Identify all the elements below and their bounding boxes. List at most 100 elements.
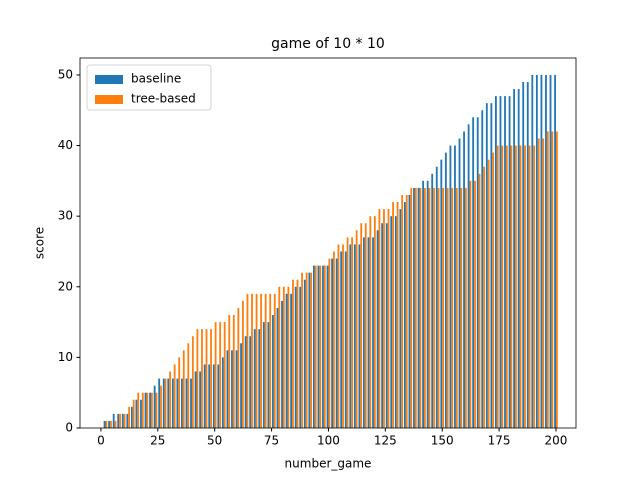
bar (169, 371, 172, 428)
bar (308, 272, 311, 428)
bar (130, 406, 133, 428)
bar (373, 216, 376, 428)
bar (458, 138, 461, 428)
bar (312, 265, 315, 428)
bar (515, 145, 517, 428)
bar (299, 286, 302, 428)
bar (424, 187, 426, 428)
bar (241, 300, 244, 428)
bar (492, 152, 495, 428)
bar (335, 258, 338, 428)
bar (214, 322, 217, 428)
bar (346, 237, 349, 428)
bar (474, 180, 476, 428)
bar (112, 413, 115, 428)
bar (123, 413, 126, 428)
bar (387, 209, 390, 428)
x-tick-label: 100 (317, 434, 340, 448)
bar (178, 357, 181, 428)
bar (223, 322, 226, 428)
bar (208, 364, 211, 428)
bar (517, 89, 520, 429)
bar (426, 180, 429, 428)
bar (390, 216, 393, 428)
bar (121, 413, 124, 428)
bar (435, 166, 438, 428)
bar (472, 117, 475, 428)
bar (504, 96, 506, 429)
bar (176, 378, 179, 428)
bar (501, 145, 504, 428)
bar (364, 223, 367, 428)
bar (483, 166, 485, 428)
legend-swatch (95, 75, 123, 84)
bar (171, 378, 174, 428)
x-tick-label: 175 (488, 434, 511, 448)
bar (545, 74, 547, 428)
bar (296, 279, 299, 428)
bar (221, 357, 224, 428)
bar (463, 131, 465, 428)
bar (399, 209, 402, 428)
bar (105, 420, 108, 428)
bar (314, 265, 317, 428)
bar (372, 237, 374, 428)
bar (319, 265, 322, 428)
bar (199, 371, 202, 428)
bar (281, 300, 283, 428)
bar (137, 392, 140, 428)
bar (185, 378, 188, 428)
bar (369, 216, 372, 428)
bar (276, 307, 279, 428)
y-tick-label: 20 (58, 279, 73, 293)
bar (228, 315, 231, 428)
bar (533, 145, 536, 428)
bar (531, 74, 534, 428)
bar (342, 244, 344, 428)
y-tick-label: 0 (65, 421, 73, 435)
bar (110, 420, 112, 428)
bar (260, 293, 263, 428)
bar (253, 329, 256, 428)
bar (555, 131, 558, 428)
bar (378, 209, 381, 428)
legend-swatch (95, 95, 123, 104)
bar (381, 223, 384, 428)
bar (232, 315, 235, 428)
bar (337, 244, 340, 428)
bar (419, 187, 422, 428)
bar (140, 399, 142, 428)
bar (149, 392, 151, 428)
bar (487, 159, 490, 428)
bar (262, 322, 265, 428)
bar (508, 96, 511, 429)
bar (383, 209, 385, 428)
bar (542, 138, 545, 428)
bar (285, 293, 288, 428)
bar (203, 364, 206, 428)
x-axis-label: number_game (285, 457, 372, 471)
bar (405, 194, 408, 428)
bar (460, 187, 463, 428)
bar (451, 187, 454, 428)
bar (310, 272, 313, 428)
bar (114, 420, 117, 428)
bar (210, 329, 212, 428)
bar (442, 187, 445, 428)
legend-label: baseline (131, 72, 181, 86)
bar (478, 173, 481, 428)
bar (392, 202, 394, 428)
bar (246, 293, 249, 428)
bar (454, 145, 456, 428)
bar (269, 293, 272, 428)
y-tick-label: 30 (58, 209, 73, 223)
bar (194, 371, 197, 428)
bar (278, 286, 281, 428)
bar (401, 194, 404, 428)
bar (251, 293, 253, 428)
bar (505, 145, 508, 428)
y-tick-label: 40 (58, 138, 73, 152)
bar (205, 329, 208, 428)
bar (173, 364, 176, 428)
bar (490, 103, 493, 428)
